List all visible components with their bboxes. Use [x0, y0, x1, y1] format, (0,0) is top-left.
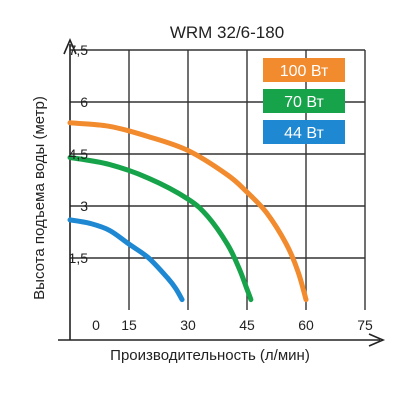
- legend-layer: 100 Вт 70 Вт 44 Вт: [263, 58, 345, 144]
- series-line-3: [67, 217, 185, 303]
- series-layer: [67, 120, 309, 303]
- x-axis-label: Производительность (л/мин): [110, 347, 310, 364]
- legend-swatch-3: [263, 120, 345, 144]
- legend-label-3: 44 Вт: [284, 125, 324, 142]
- x-tick-label: 15: [121, 317, 137, 333]
- legend-swatch-1: [263, 58, 345, 82]
- legend-label-2: 70 Вт: [284, 94, 324, 111]
- ticks-layer: 0 15 30 45 60 75 1,5 3 4,5 6 7,5: [69, 42, 373, 333]
- grid-layer: [70, 49, 366, 310]
- chart-title: WRM 32/6-180: [170, 23, 284, 42]
- series-line-1: [67, 120, 309, 303]
- y-tick-label: 7,5: [69, 42, 89, 58]
- y-tick-label: 4,5: [69, 146, 89, 162]
- x-tick-label: 30: [180, 317, 196, 333]
- x-tick-label: 75: [357, 317, 373, 333]
- y-tick-label: 1,5: [69, 250, 89, 266]
- y-tick-label: 6: [80, 94, 88, 110]
- y-axis-arrow: [63, 37, 77, 55]
- series-line-2: [67, 155, 254, 303]
- x-tick-label: 45: [239, 317, 255, 333]
- x-axis-arrow: [368, 333, 386, 347]
- legend-swatch-2: [263, 89, 345, 113]
- x-tick-label: 0: [92, 317, 100, 333]
- y-axis-label: Высота подъема воды (метр): [31, 96, 48, 300]
- y-tick-label: 3: [80, 198, 88, 214]
- axes-layer: [58, 37, 386, 347]
- x-tick-label: 60: [298, 317, 314, 333]
- legend-label-1: 100 Вт: [280, 63, 329, 80]
